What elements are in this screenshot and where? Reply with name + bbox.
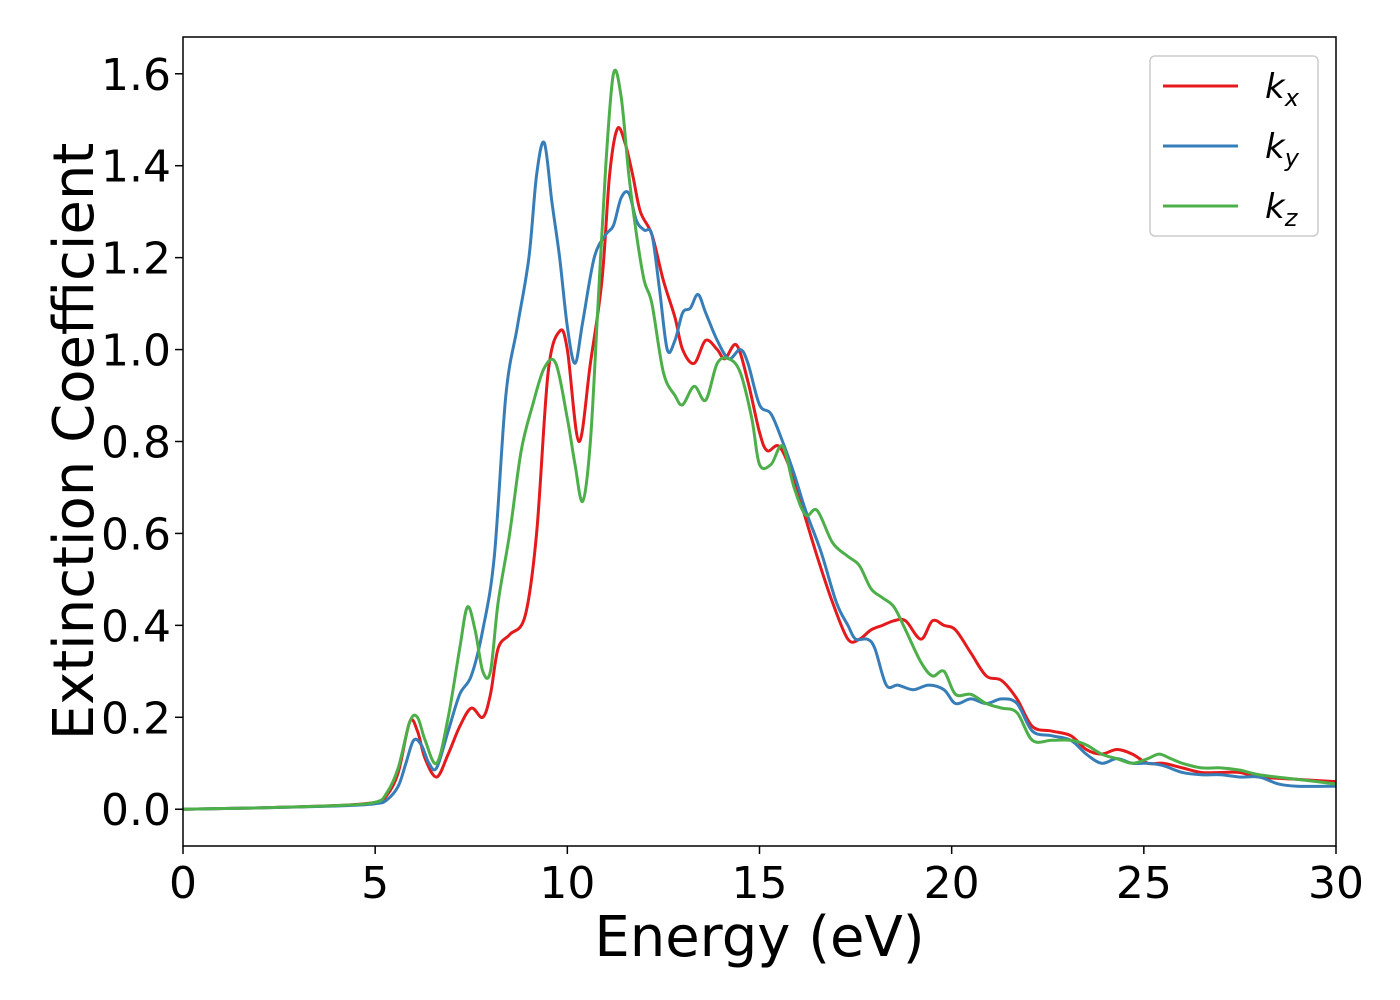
y-axis-title: Extinction Coefficient	[42, 143, 107, 741]
y-tick-label: 0.6	[101, 509, 171, 560]
y-tick-label: 1.4	[101, 142, 171, 193]
legend-label-base: k	[1265, 187, 1286, 227]
y-tick-label: 1.0	[101, 326, 171, 377]
series-line-z	[183, 68, 1336, 811]
x-axis-title: Energy (eV)	[594, 905, 924, 970]
x-tick-label: 15	[732, 858, 788, 909]
legend-label-base: k	[1265, 67, 1286, 107]
tick-labels: 0 5 10 15 20 25 30 0.0 0.2 0.4 0.6 0.8 1.0 1.2 1.4 1.6	[101, 50, 1364, 909]
series-lines	[183, 68, 1336, 811]
y-tick-label: 1.2	[101, 234, 171, 285]
legend-label-base: k	[1265, 127, 1286, 167]
y-tick-label: 0.4	[101, 601, 171, 652]
x-tick-label: 30	[1308, 858, 1364, 909]
x-tick-label: 10	[539, 858, 595, 909]
legend-label-x: kx	[1265, 67, 1300, 112]
series-line-y	[183, 140, 1336, 811]
y-tick-label: 0.8	[101, 418, 171, 469]
legend-label-subscript: y	[1284, 144, 1300, 172]
x-tick-label: 5	[361, 858, 389, 909]
legend-label-subscript: x	[1284, 84, 1300, 112]
y-tick-label: 0.2	[101, 693, 171, 744]
y-tick-label: 0.0	[101, 785, 171, 836]
legend-label-z: kz	[1265, 187, 1299, 232]
x-tick-label: 25	[1116, 858, 1172, 909]
legend-label-y: ky	[1265, 127, 1300, 172]
y-tick-label: 1.6	[101, 50, 171, 101]
x-tick-label: 20	[924, 858, 980, 909]
legend-label-subscript: z	[1284, 204, 1299, 232]
x-tick-label: 0	[169, 858, 197, 909]
axes	[175, 36, 1337, 854]
